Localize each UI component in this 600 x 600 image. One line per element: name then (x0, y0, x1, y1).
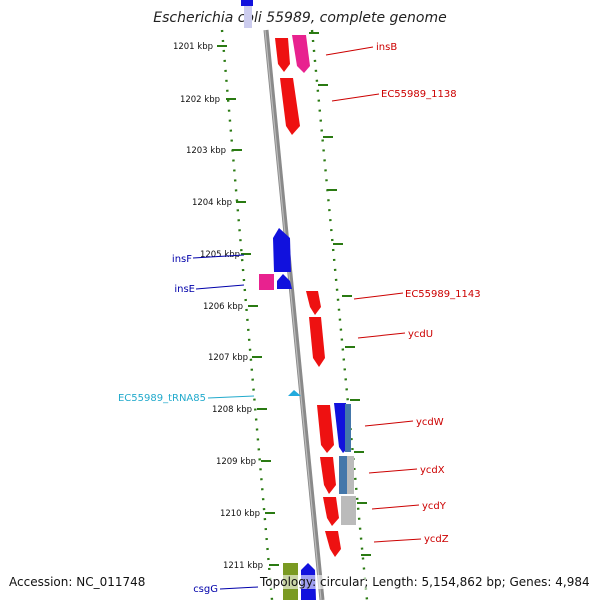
tick-label: 1203 kbp (186, 146, 226, 156)
gene-ycdU[interactable] (309, 317, 325, 367)
right-leader-lines (325, 46, 422, 543)
leader-insF (192, 254, 245, 259)
tick-label: 1210 kbp (220, 509, 260, 519)
gene-label-right[interactable]: ycdZ (424, 534, 449, 545)
right-gridline (310, 29, 369, 600)
gene-label-right[interactable]: EC55989_1143 (405, 289, 481, 300)
tick-label: 1206 kbp (203, 302, 243, 312)
gene-ycdZ[interactable] (325, 531, 341, 557)
gene-ycdY-grey[interactable] (341, 496, 356, 525)
leader-tRNA85 (207, 395, 255, 399)
map-title: Escherichia coli 55989, complete genome (153, 10, 447, 26)
gene-label-right[interactable]: insB (376, 42, 397, 53)
left-ticks (217, 45, 279, 566)
accession-label: Accession: NC_011748 (9, 575, 146, 589)
gene-label-right[interactable]: ycdU (408, 329, 433, 340)
tick-label: 1205 kbp (200, 250, 240, 260)
gene-insE-blue[interactable] (277, 274, 292, 289)
gene-ycdX-grey[interactable] (347, 456, 354, 494)
leader-insE (195, 284, 245, 290)
gene-label-right[interactable]: ycdW (416, 417, 444, 428)
feature-top-grey[interactable] (244, 6, 252, 28)
tick-label: 1208 kbp (212, 405, 252, 415)
tick-labels: 1201 kbp 1202 kbp 1203 kbp 1204 kbp 1205… (173, 42, 263, 571)
tick-label: 1202 kbp (180, 95, 220, 105)
gene-ycdX-steel[interactable] (339, 456, 348, 494)
gene-label-right[interactable]: ycdY (422, 501, 447, 512)
gene-insB-red[interactable] (275, 38, 290, 72)
gene-label-right[interactable]: EC55989_1138 (381, 89, 457, 100)
gene-label-left[interactable]: csgG (193, 584, 218, 595)
genome-backbone (263, 29, 325, 600)
gene-insE-pink[interactable] (259, 274, 274, 290)
feature-top-blue[interactable] (241, 0, 253, 6)
tick-label: 1201 kbp (173, 42, 213, 52)
tick-label: 1204 kbp (192, 198, 232, 208)
tick-label: 1211 kbp (223, 561, 263, 571)
gene-insF[interactable] (273, 228, 291, 272)
gene-EC55989_1143-a[interactable] (306, 291, 321, 315)
genome-stats: Topology: circular; Length: 5,154,862 bp… (260, 575, 590, 589)
gene-ycdW[interactable] (317, 405, 334, 453)
gene-ycdY[interactable] (323, 497, 339, 526)
gene-EC55989_1138[interactable] (280, 78, 300, 135)
leader-csgG (219, 586, 259, 590)
right-ticks (309, 32, 371, 556)
gene-EC55989_tRNA85[interactable] (288, 390, 301, 396)
gene-insB-pink[interactable] (292, 35, 310, 73)
tick-label: 1207 kbp (208, 353, 248, 363)
genome-backbone-highlight (264, 29, 322, 600)
tick-label: 1209 kbp (216, 457, 256, 467)
gene-ycdW-steel[interactable] (345, 404, 351, 452)
gene-label-left[interactable]: insF (172, 254, 192, 265)
gene-ycdX[interactable] (320, 457, 336, 494)
gene-label-right[interactable]: ycdX (420, 465, 445, 476)
gene-label-left[interactable]: insE (174, 284, 195, 295)
gene-label-left[interactable]: EC55989_tRNA85 (118, 393, 206, 404)
